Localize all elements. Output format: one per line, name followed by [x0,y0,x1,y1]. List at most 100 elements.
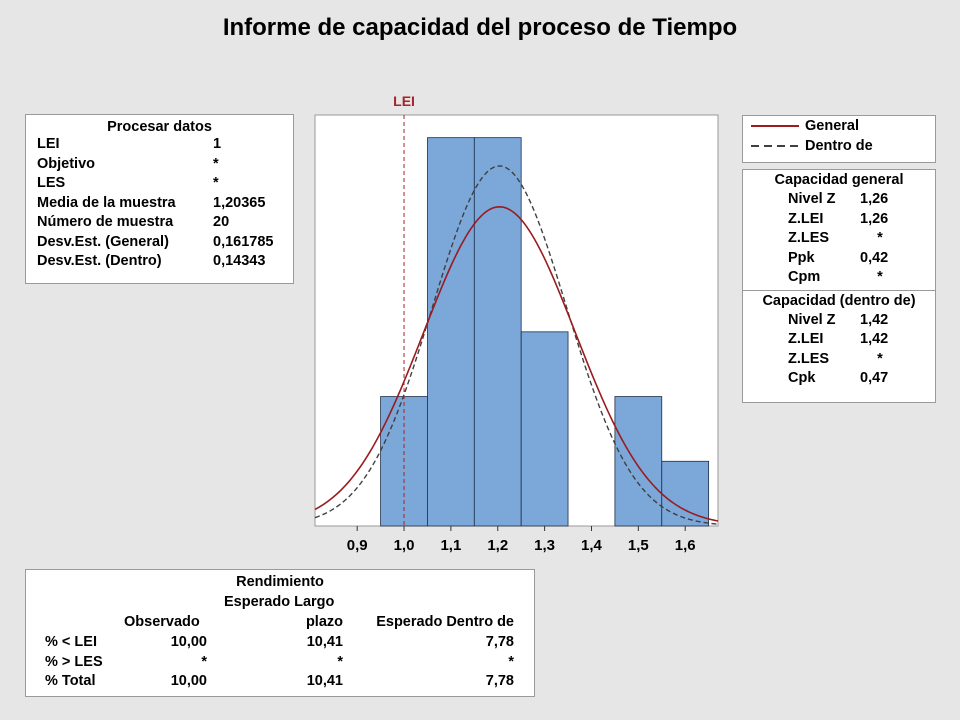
overall-label: Nivel Z [788,191,836,207]
histogram-bars [380,137,710,527]
legend-label-general: General [805,118,859,134]
report-title: Informe de capacidad del proceso de Tiem… [222,14,738,41]
overall-value: 1,26 [860,210,889,227]
overall-label: Cpm [788,269,821,285]
process-value: * [213,175,219,191]
process-row: Número de muestra 20 [37,213,273,233]
within-curve [314,165,719,525]
process-label: Objetivo [37,155,96,172]
capability-divider [743,289,935,291]
x-tick-label: 1,1 [440,537,461,554]
process-label: Número de muestra [37,214,174,230]
overall-label: Z.LES [788,230,830,246]
histogram-bar [427,137,475,527]
process-label: Desv.Est. (Dentro) [37,253,162,269]
overall-label: Z.LEI [788,210,824,227]
process-value: * [213,155,219,172]
x-tick-label: 1,4 [581,537,603,554]
within-label: Nivel Z [788,311,836,328]
process-value: 0,14343 [213,253,266,269]
within-value: 1,42 [860,311,889,328]
process-label: Desv.Est. (General) [37,233,169,250]
x-tick-label: 1,5 [628,537,649,554]
yield-observed: 10,00 [170,673,207,689]
legend-swatch-general [751,125,799,127]
yield-col-expected-long-2: plazo [305,614,343,630]
process-data-table: LEI 1 Objetivo * LES * Media de la muestra 1… [37,135,273,272]
legend: General Dentro de [742,115,936,163]
yield-col-expected-long-1: Esperado Largo [224,594,335,610]
process-row: Objetivo * [37,155,273,175]
overall-value: 1,26 [860,191,889,207]
within-value: * [877,350,883,367]
x-tick-label: 1,0 [394,537,415,554]
overall-row: Z.LES * [788,229,900,249]
x-tick-label: 1,3 [534,537,555,554]
legend-swatch-within [751,145,799,147]
within-label: Cpk [788,370,816,386]
process-value: 0,161785 [213,233,274,250]
yield-observed: 10,00 [170,634,207,650]
within-row: Nivel Z 1,42 [788,311,900,331]
yield-observed: * [201,654,207,670]
process-label: Media de la muestra [37,194,176,211]
within-label: Z.LEI [788,331,824,347]
yield-long: * [337,654,343,670]
yield-long: 10,41 [306,673,343,689]
within-row: Cpk 0,47 [788,369,900,389]
yield-col-expected-within: Esperado Dentro de [376,614,514,630]
process-label: LES [37,175,66,191]
process-data-panel: Procesar datos LEI 1 Objetivo * LES * Media… [25,114,294,284]
yield-row-label: % > LES [45,654,103,670]
overall-row: Cpm * [788,268,900,288]
within-row: Z.LES * [788,350,900,370]
process-row: LES * [37,174,273,194]
process-label: LEI [37,136,60,152]
yield-within: 7,78 [485,634,514,650]
histogram-bar [614,396,663,527]
within-value: 1,42 [860,331,889,347]
overall-label: Ppk [788,249,815,266]
within-capability-header: Capacidad (dentro de) [762,292,916,309]
yield-col-observed: Observado [124,614,200,630]
overall-row: Ppk 0,42 [788,249,900,269]
process-row: Desv.Est. (Dentro) 0,14343 [37,252,273,272]
process-value: 20 [213,214,230,230]
histogram-bar [473,137,522,527]
process-row: LEI 1 [37,135,273,155]
process-value: 1 [213,136,222,152]
process-row: Desv.Est. (General) 0,161785 [37,233,273,253]
yield-long: 10,41 [306,634,343,650]
capability-panel: Capacidad general Nivel Z 1,26 Z.LEI 1,26 … [742,169,936,403]
x-tick-label: 0,9 [347,537,368,554]
yield-row-label: % < LEI [45,634,97,650]
within-value: 0,47 [860,370,889,386]
yield-within: * [508,654,514,670]
within-label: Z.LES [788,350,830,367]
process-value: 1,20365 [213,194,266,211]
lsl-label: LEI [393,93,415,109]
within-capability-table: Nivel Z 1,42 Z.LEI 1,42 Z.LES * Cpk 0,47 [788,311,900,389]
overall-capability-table: Nivel Z 1,26 Z.LEI 1,26 Z.LES * Ppk 0,42 Cpm… [788,190,900,288]
legend-label-within: Dentro de [805,138,873,154]
overall-row: Nivel Z 1,26 [788,190,900,210]
histogram-bar [520,331,569,527]
x-tick-label: 1,2 [487,537,508,554]
overall-value: * [877,230,883,246]
overall-value: 0,42 [860,249,889,266]
overall-capability-header: Capacidad general [774,172,904,188]
within-row: Z.LEI 1,42 [788,330,900,350]
x-tick-label: 1,6 [675,537,696,554]
yield-title: Rendimiento [236,574,324,590]
x-axis: 0,9 1,0 1,1 1,2 1,3 1,4 1,5 1,6 [347,526,696,554]
yield-panel: Rendimiento Esperado Largo Observado pla… [25,569,535,697]
process-data-header: Procesar datos [107,119,212,135]
overall-value: * [877,269,883,285]
distribution-curves [314,165,719,525]
yield-within: 7,78 [485,673,514,689]
process-row: Media de la muestra 1,20365 [37,194,273,214]
overall-row: Z.LEI 1,26 [788,210,900,230]
histogram-bar [661,460,710,527]
yield-row-label: % Total [45,673,96,689]
